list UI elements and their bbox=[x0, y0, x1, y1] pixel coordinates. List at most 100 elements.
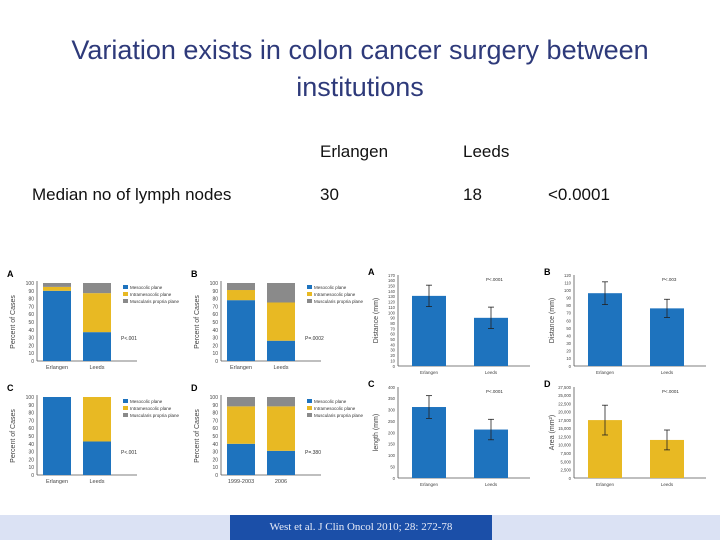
y-tick-label: 40 bbox=[28, 328, 34, 334]
legend-label: Intramesocolic plane bbox=[314, 406, 356, 411]
bar-segment-leeds-3 bbox=[267, 283, 295, 303]
y-tick-label: 0 bbox=[393, 476, 396, 481]
y-tick-label: 10 bbox=[390, 358, 395, 363]
p-value-annotation: P<.001 bbox=[121, 336, 137, 342]
bar-segment-erlangen-3 bbox=[43, 283, 71, 287]
y-tick-label: 100 bbox=[26, 281, 35, 287]
legend-label: Muscularis propria plane bbox=[314, 299, 363, 304]
legend-label: Mesocolic plane bbox=[130, 285, 163, 290]
y-tick-label: 50 bbox=[390, 337, 395, 342]
y-tick-label: 90 bbox=[566, 296, 571, 301]
x-tick-label: Leeds bbox=[485, 370, 498, 375]
bar-segment-leeds-2 bbox=[83, 293, 111, 333]
y-tick-label: 7,500 bbox=[561, 451, 572, 456]
bar-segment-2006-1 bbox=[267, 450, 295, 475]
y-tick-label: 30 bbox=[28, 450, 34, 456]
y-tick-label: 160 bbox=[388, 278, 396, 283]
y-axis-label: Percent of Cases bbox=[10, 409, 17, 463]
legend-swatch bbox=[307, 399, 312, 403]
y-tick-label: 70 bbox=[212, 304, 218, 310]
y-tick-label: 25,000 bbox=[558, 393, 571, 398]
legend-label: Muscularis propria plane bbox=[130, 299, 180, 304]
x-tick-label: 1999-2003 bbox=[228, 479, 254, 485]
x-tick-label: Erlangen bbox=[46, 479, 68, 485]
y-tick-label: 80 bbox=[28, 297, 34, 303]
y-tick-label: 12,500 bbox=[558, 434, 571, 439]
y-tick-label: 80 bbox=[28, 411, 34, 417]
y-tick-label: 30 bbox=[212, 450, 218, 456]
panel-letter: C bbox=[7, 383, 14, 393]
y-tick-label: 22,500 bbox=[558, 401, 571, 406]
y-tick-label: 120 bbox=[388, 300, 396, 305]
p-value-annotation: P=.380 bbox=[305, 450, 321, 456]
x-tick-label: Erlangen bbox=[596, 482, 615, 487]
x-tick-label: Leeds bbox=[90, 365, 105, 371]
col-header-erlangen: Erlangen bbox=[320, 142, 389, 161]
y-tick-label: 250 bbox=[388, 419, 396, 424]
y-tick-label: 40 bbox=[28, 442, 34, 448]
y-tick-label: 10 bbox=[212, 465, 218, 471]
x-tick-label: Leeds bbox=[90, 479, 105, 485]
y-tick-label: 20 bbox=[28, 343, 34, 349]
y-tick-label: 70 bbox=[212, 418, 218, 424]
bar-erlangen bbox=[412, 295, 446, 366]
bar-segment-1999-2003-2 bbox=[227, 406, 255, 444]
bar-leeds bbox=[650, 308, 684, 366]
legend-label: Mesocolic plane bbox=[314, 399, 347, 404]
y-tick-label: 100 bbox=[210, 395, 219, 401]
y-tick-label: 120 bbox=[564, 273, 572, 278]
y-tick-label: 150 bbox=[388, 442, 396, 447]
x-tick-label: Erlangen bbox=[46, 365, 68, 371]
y-tick-label: 0 bbox=[215, 473, 218, 479]
y-tick-label: 40 bbox=[212, 442, 218, 448]
y-tick-label: 50 bbox=[28, 434, 34, 440]
y-tick-label: 400 bbox=[388, 385, 396, 390]
bar-segment-erlangen-1 bbox=[43, 290, 71, 361]
y-tick-label: 90 bbox=[212, 289, 218, 295]
footer-bar: West et al. J Clin Oncol 2010; 28: 272-7… bbox=[0, 515, 720, 540]
x-tick-label: Leeds bbox=[661, 482, 674, 487]
bar-segment-leeds-3 bbox=[83, 283, 111, 294]
y-tick-label: 20 bbox=[390, 353, 395, 358]
y-tick-label: 0 bbox=[215, 359, 218, 365]
p-value-annotation: P<.003 bbox=[662, 277, 677, 282]
value-erlangen: 30 bbox=[320, 185, 339, 204]
y-tick-label: 40 bbox=[390, 342, 395, 347]
y-axis-label: Percent of Cases bbox=[10, 295, 17, 349]
y-tick-label: 300 bbox=[388, 408, 396, 413]
x-tick-label: 2006 bbox=[275, 479, 287, 485]
y-tick-label: 50 bbox=[28, 320, 34, 326]
y-tick-label: 50 bbox=[566, 326, 571, 331]
bar-segment-erlangen-1 bbox=[43, 397, 71, 475]
y-tick-label: 17,500 bbox=[558, 418, 571, 423]
y-tick-label: 110 bbox=[388, 305, 395, 310]
legend-label: Intramesocolic plane bbox=[130, 292, 172, 297]
y-tick-label: 90 bbox=[28, 403, 34, 409]
legend-label: Muscularis propria plane bbox=[314, 413, 363, 418]
y-tick-label: 60 bbox=[390, 332, 395, 337]
y-tick-label: 100 bbox=[564, 288, 572, 293]
slide-title: Variation exists in colon cancer surgery… bbox=[20, 32, 700, 106]
p-value-annotation: P<.001 bbox=[121, 450, 137, 456]
legend-swatch bbox=[123, 399, 128, 403]
legend-swatch bbox=[307, 299, 312, 303]
y-tick-label: 50 bbox=[212, 320, 218, 326]
y-tick-label: 110 bbox=[564, 280, 571, 285]
legend-label: Intramesocolic plane bbox=[130, 406, 172, 411]
y-tick-label: 150 bbox=[388, 284, 396, 289]
bar-segment-leeds-2 bbox=[83, 397, 111, 442]
panel-letter: D bbox=[191, 383, 198, 393]
legend-label: Mesocolic plane bbox=[130, 399, 163, 404]
y-axis-label: Distance (mm) bbox=[549, 298, 556, 344]
p-value-annotation: P<.0001 bbox=[486, 389, 503, 394]
bar-erlangen bbox=[412, 407, 446, 478]
panel-letter: A bbox=[7, 269, 14, 279]
y-tick-label: 100 bbox=[26, 395, 35, 401]
y-tick-label: 30 bbox=[28, 336, 34, 342]
y-tick-label: 10 bbox=[28, 351, 34, 357]
x-tick-label: Leeds bbox=[274, 365, 289, 371]
y-tick-label: 70 bbox=[28, 418, 34, 424]
y-tick-label: 80 bbox=[566, 303, 571, 308]
citation: West et al. J Clin Oncol 2010; 28: 272-7… bbox=[230, 515, 492, 540]
legend-swatch bbox=[123, 299, 128, 303]
